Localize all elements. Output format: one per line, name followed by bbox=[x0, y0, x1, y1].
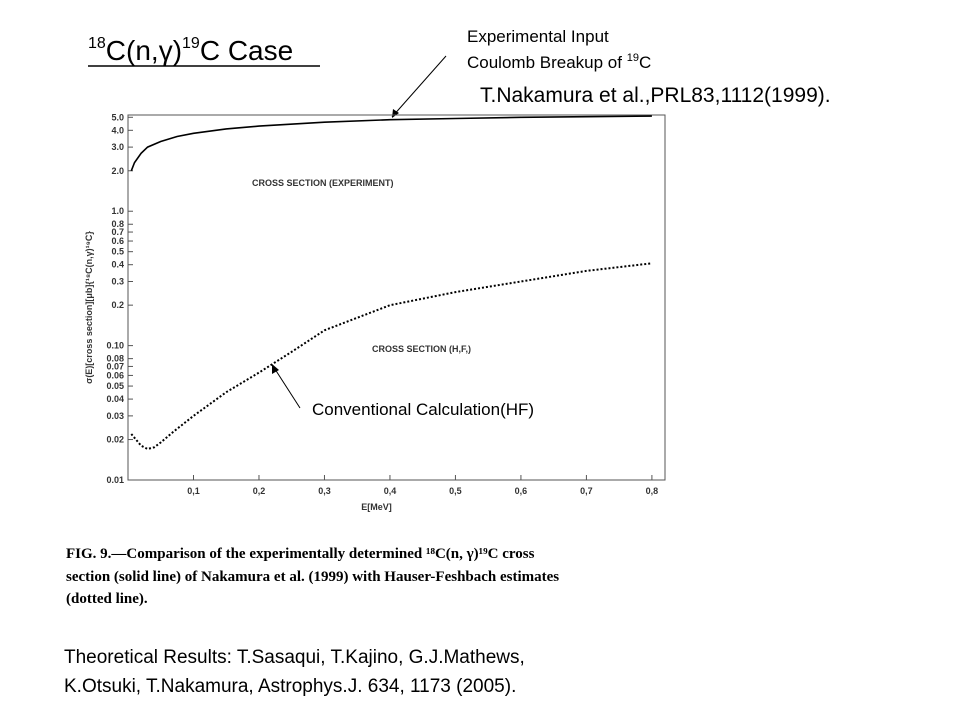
x-tick-label: 0,1 bbox=[187, 486, 200, 496]
x-tick-label: 0,2 bbox=[253, 486, 266, 496]
footer-line: Theoretical Results: T.Sasaqui, T.Kajino… bbox=[64, 647, 525, 668]
annotation: Coulomb Breakup of 19C bbox=[467, 52, 651, 72]
y-tick-label: 0.6 bbox=[111, 236, 124, 246]
y-tick-label: 0.02 bbox=[106, 435, 124, 445]
y-tick-label: 0.4 bbox=[111, 260, 124, 270]
annotation-text: C bbox=[639, 53, 651, 72]
annotation-text: Coulomb Breakup of bbox=[467, 53, 627, 72]
y-tick-label: 0.5 bbox=[111, 247, 124, 257]
y-tick-label: 0.01 bbox=[106, 475, 124, 485]
y-tick-label: 0.05 bbox=[106, 381, 124, 391]
y-tick-label: 0.3 bbox=[111, 276, 124, 286]
caption-line: section (solid line) of Nakamura et al. … bbox=[66, 569, 559, 585]
series-line bbox=[130, 262, 653, 451]
plot-annotation: CROSS SECTION (EXPERIMENT) bbox=[252, 178, 394, 188]
y-tick-label: 1.0 bbox=[111, 206, 124, 216]
y-tick-label: 0.10 bbox=[106, 341, 124, 351]
y-tick-label: 2.0 bbox=[111, 166, 124, 176]
series-line bbox=[130, 115, 652, 172]
y-tick-label: 4.0 bbox=[111, 125, 124, 135]
reference: T.Nakamura et al.,PRL83,1112(1999). bbox=[480, 84, 831, 107]
arrow-head bbox=[272, 364, 279, 374]
slide-title: 18C(n,γ)19C Case bbox=[88, 35, 293, 66]
x-tick-label: 0,8 bbox=[646, 486, 659, 496]
annotation-sup: 19 bbox=[627, 52, 639, 64]
x-tick-label: 0,4 bbox=[384, 486, 397, 496]
y-tick-label: 0.8 bbox=[111, 219, 124, 229]
y-tick-label: 0.08 bbox=[106, 354, 124, 364]
y-tick-label: 0.07 bbox=[106, 361, 124, 371]
y-tick-label: 0.06 bbox=[106, 370, 124, 380]
y-tick-label: 3.0 bbox=[111, 142, 124, 152]
title-sup: 18 bbox=[88, 35, 106, 52]
plot: 0.01 0.02 0.03 0.04 0.050.060.070.08 0.10 0.2 0… bbox=[84, 112, 666, 512]
x-tick-label: 0,7 bbox=[580, 486, 593, 496]
x-tick-label: 0,6 bbox=[515, 486, 528, 496]
title-sup: 19 bbox=[182, 35, 200, 52]
y-tick-label: 0.7 bbox=[111, 227, 124, 237]
caption-line: (dotted line). bbox=[66, 591, 148, 607]
x-tick-label: 0,3 bbox=[318, 486, 331, 496]
x-axis-label: E[MeV] bbox=[361, 502, 392, 512]
y-tick-label: 0.2 bbox=[111, 300, 124, 310]
y-axis-label: σ(E)[cross section][μb]{¹⁸C(n,γ)¹⁹C} bbox=[84, 231, 94, 384]
plot-frame bbox=[127, 114, 666, 481]
footer-line: K.Otsuki, T.Nakamura, Astrophys.J. 634, … bbox=[64, 676, 516, 697]
title-main: C(n,γ) bbox=[106, 35, 182, 66]
y-tick-label: 5.0 bbox=[111, 112, 124, 122]
arrow bbox=[272, 365, 301, 409]
y-tick-label: 0.03 bbox=[106, 411, 124, 421]
plot-annotation: CROSS SECTION (H,F,) bbox=[372, 344, 471, 354]
annotation: Experimental Input bbox=[467, 27, 609, 46]
title-rest: C Case bbox=[200, 35, 293, 66]
caption-line: FIG. 9.—Comparison of the experimentally… bbox=[66, 546, 535, 562]
y-tick-label: 0.04 bbox=[106, 394, 124, 404]
x-tick-label: 0,5 bbox=[449, 486, 462, 496]
arrow bbox=[391, 55, 447, 118]
annotation: Conventional Calculation(HF) bbox=[312, 400, 534, 419]
arrow-head bbox=[392, 109, 399, 118]
